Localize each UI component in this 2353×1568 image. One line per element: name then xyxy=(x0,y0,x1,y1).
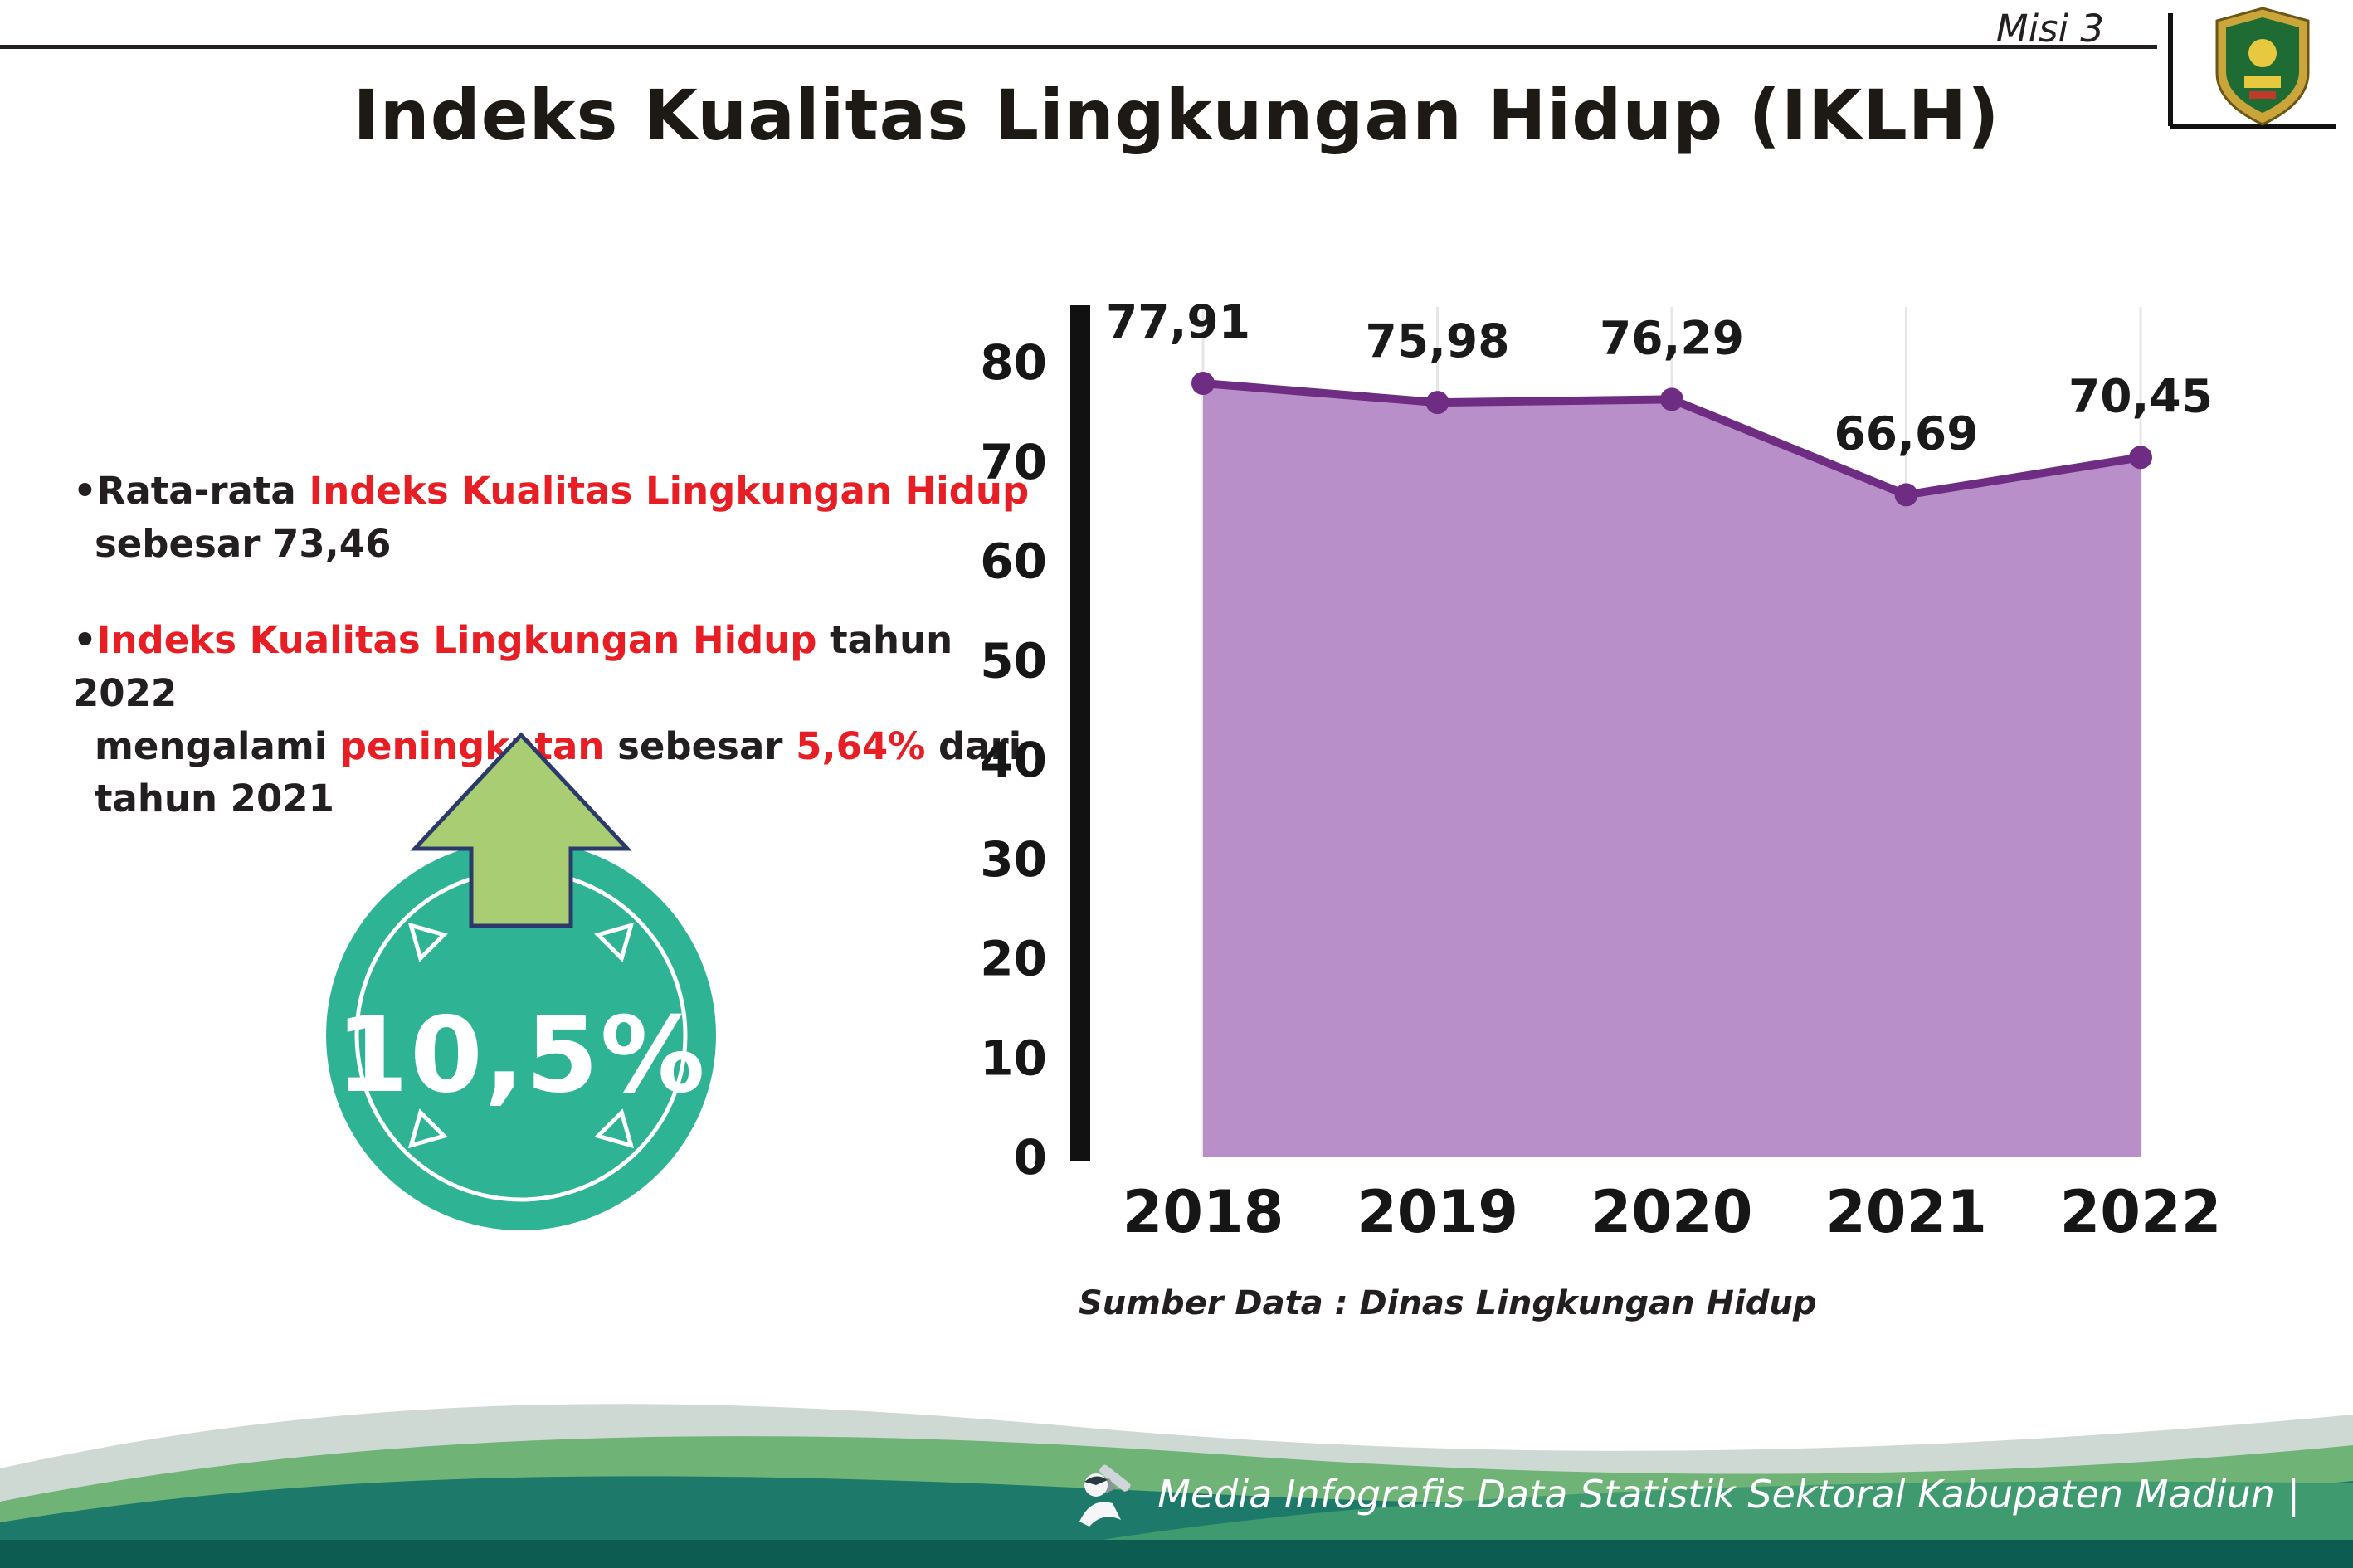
plain-text: tahun 2022 xyxy=(73,617,953,715)
chart-source: Sumber Data : Dinas Lingkungan Hidup xyxy=(1079,1284,1817,1322)
badge-corner-triangles xyxy=(407,922,635,1149)
bullet-line: •Rata-rata Indeks Kualitas Lingkungan Hi… xyxy=(73,465,1035,518)
y-tick-label: 10 xyxy=(980,1030,1047,1086)
bullet-item: •Rata-rata Indeks Kualitas Lingkungan Hi… xyxy=(73,465,1035,571)
chart-point xyxy=(1191,372,1215,396)
value-label: 76,29 xyxy=(1600,311,1744,364)
footer-waves xyxy=(0,1404,2353,1568)
footer-caption-text: Media Infografis Data Statistik Sektoral… xyxy=(1157,1472,2300,1517)
header-rule xyxy=(0,45,2157,49)
value-label: 70,45 xyxy=(2068,369,2213,422)
plain-text: sebesar 73,46 xyxy=(95,521,392,566)
y-tick-label: 50 xyxy=(980,632,1047,689)
x-axis-label: 2018 xyxy=(1123,1178,1284,1246)
y-tick-label: 30 xyxy=(980,831,1047,888)
x-axis-label: 2021 xyxy=(1825,1178,1987,1246)
iklh-area-chart: 0 10 20 30 40 50 60 70 80 77,91 75,98 76,29 66,69 70,… xyxy=(980,295,2222,1246)
chart-area xyxy=(1203,383,2141,1158)
mission-label: Misi 3 xyxy=(1995,7,2104,51)
value-label: 75,98 xyxy=(1366,314,1510,368)
bullet-line: mengalami peningkatan sebesar 5,64% dari xyxy=(73,720,1035,773)
kabupaten-madiun-logo xyxy=(2168,7,2336,129)
value-label: 66,69 xyxy=(1834,407,1979,460)
plain-text: sebesar xyxy=(604,723,797,768)
chart-point xyxy=(2129,446,2152,470)
badge-circle xyxy=(326,840,716,1230)
highlight-text: peningkatan xyxy=(339,723,605,768)
bullet-item: •Indeks Kualitas Lingkungan Hidup tahun … xyxy=(73,614,1035,826)
chart-point xyxy=(1894,483,1918,507)
page-title: Indeks Kualitas Lingkungan Hidup (IKLH) xyxy=(353,75,2000,156)
y-tick-label: 0 xyxy=(1014,1129,1047,1186)
y-tick-label: 20 xyxy=(980,931,1047,987)
footer-bottom-strip xyxy=(0,1540,2353,1568)
plain-text: mengalami xyxy=(95,723,340,768)
y-tick-label: 40 xyxy=(980,732,1047,788)
bullet-line: sebesar 73,46 xyxy=(73,518,1035,571)
chart-point xyxy=(1660,387,1683,411)
bullet-list: •Rata-rata Indeks Kualitas Lingkungan Hi… xyxy=(73,465,1035,869)
writer-mascot-icon xyxy=(1079,1464,1131,1527)
footer-caption: Media Infografis Data Statistik Sektoral… xyxy=(1068,1457,2300,1531)
highlight-text: 5,64% xyxy=(796,723,926,768)
value-label: 77,91 xyxy=(1106,295,1250,348)
highlight-text: Indeks Kualitas Lingkungan Hidup xyxy=(96,617,817,662)
x-axis-label: 2022 xyxy=(2060,1178,2222,1246)
badge-percentage: 10,5% xyxy=(335,994,707,1116)
logo-shield xyxy=(2215,7,2310,126)
bullet-dot: • xyxy=(73,469,97,513)
increase-badge xyxy=(326,732,716,1230)
up-arrow-icon xyxy=(410,732,632,928)
y-tick-label: 60 xyxy=(980,533,1047,590)
plain-text: Rata-rata xyxy=(96,469,309,513)
bullet-line: •Indeks Kualitas Lingkungan Hidup tahun … xyxy=(73,614,1035,720)
x-axis-label: 2019 xyxy=(1357,1178,1518,1246)
bullet-dot: • xyxy=(73,617,97,662)
y-tick-label: 80 xyxy=(980,334,1047,391)
chart-point xyxy=(1425,391,1449,415)
plain-text: tahun 2021 xyxy=(95,777,334,821)
y-axis-bar xyxy=(1070,305,1090,1161)
bullet-line: tahun 2021 xyxy=(73,772,1035,825)
x-axis-label: 2020 xyxy=(1591,1178,1753,1246)
y-tick-label: 70 xyxy=(980,434,1047,490)
highlight-text: Indeks Kualitas Lingkungan Hidup xyxy=(309,469,1030,513)
plain-text: dari xyxy=(925,723,1022,768)
